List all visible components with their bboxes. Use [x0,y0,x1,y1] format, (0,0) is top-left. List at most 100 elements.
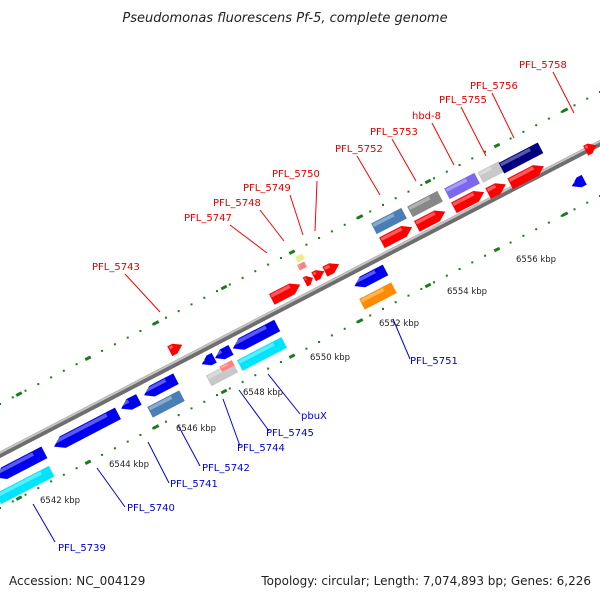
gene-pfl-5748[interactable] [302,273,316,287]
gene-pfl-5753[interactable] [414,206,448,232]
gene-shine[interactable] [52,413,108,445]
gene-body[interactable] [269,279,303,305]
gene-shine[interactable] [415,211,436,225]
gene-shine[interactable] [584,145,589,150]
gene-pfl-5755[interactable] [485,179,508,199]
gene-pfl-5747[interactable] [269,279,303,305]
gene-body[interactable] [583,140,599,156]
gene-body[interactable] [302,273,316,287]
gene-body[interactable] [569,174,587,191]
gene-label-pfl-5739[interactable]: PFL_5739 [58,543,106,554]
gene-cyan-lower-feature[interactable] [237,337,287,371]
gene-shine[interactable] [452,192,475,206]
gene-body[interactable] [359,282,397,310]
gene-pfl-5742[interactable] [141,373,179,400]
gene-shine[interactable] [207,367,226,379]
gene-pfl-5741[interactable] [118,394,142,414]
gene-label-pfl-5756[interactable]: PFL_5756 [470,81,518,92]
gene-body[interactable] [407,190,443,218]
gene-body[interactable] [0,446,48,484]
gene-shine[interactable] [0,452,35,476]
gene-shine[interactable] [200,358,206,363]
gene-pfl-5750-small[interactable] [297,261,307,271]
gene-pfl-5739[interactable] [0,446,48,484]
gene-pbux[interactable] [230,319,281,355]
gene-shine[interactable] [323,264,331,270]
gene-body[interactable] [141,373,179,400]
gene-shine[interactable] [570,180,576,185]
gene-orange-feature[interactable] [359,282,397,310]
gene-body[interactable] [477,161,505,183]
gene-body[interactable] [297,261,307,271]
gene-body[interactable] [311,267,326,282]
gene-pfl-5749[interactable] [311,267,326,282]
gene-body[interactable] [507,161,546,190]
gene-far-right-reverse[interactable] [569,174,587,191]
gene-shine[interactable] [296,256,299,260]
gene-shine[interactable] [168,345,174,350]
gene-gray-feature[interactable] [407,190,443,218]
gene-shine[interactable] [380,227,403,241]
gene-pfl-5744[interactable] [199,352,217,369]
gene-shine[interactable] [312,271,317,276]
gene-pfl-5745[interactable] [212,344,234,363]
gene-body[interactable] [51,407,121,453]
gene-pfl-5751[interactable] [352,264,389,292]
gene-shine[interactable] [360,287,385,303]
gene-steel-lower-feature[interactable] [147,390,185,418]
gene-label-pfl-5741[interactable]: PFL_5741 [170,479,218,490]
gene-pink-lower-feature[interactable] [219,360,235,372]
gene-pfl-5752[interactable] [379,222,415,249]
gene-shine[interactable] [220,363,229,369]
gene-shine[interactable] [148,395,173,411]
gene-label-pfl-5740[interactable]: PFL_5740 [127,503,175,514]
gene-shine[interactable] [372,213,395,227]
gene-light-gray-feature[interactable] [477,161,505,183]
gene-pfl-5750[interactable] [322,259,341,277]
gene-label-pfl-5750[interactable]: PFL_5750 [272,169,320,180]
gene-pfl-5743[interactable] [167,340,184,357]
gene-label-pfl-5747[interactable]: PFL_5747 [184,213,232,224]
gene-shine[interactable] [508,166,535,182]
gene-label-pfl-5744[interactable]: PFL_5744 [237,443,285,454]
gene-body[interactable] [118,394,142,414]
gene-label-pfl-5758[interactable]: PFL_5758 [519,60,567,71]
gene-shine[interactable] [304,277,307,281]
gene-shine[interactable] [0,471,42,497]
gene-pfl-5740[interactable] [51,407,121,453]
gene-lavender-feature[interactable] [444,172,480,200]
gene-label-pfl-5752[interactable]: PFL_5752 [335,144,383,155]
gene-body[interactable] [414,206,448,232]
gene-body[interactable] [0,465,55,505]
gene-shine[interactable] [298,264,301,268]
gene-body[interactable] [322,259,341,277]
gene-label-pfl-5745[interactable]: PFL_5745 [266,428,314,439]
gene-body[interactable] [219,360,235,372]
gene-label-pbux[interactable]: pbuX [301,411,327,422]
gene-steel-feature[interactable] [371,207,407,235]
gene-label-pfl-5755[interactable]: PFL_5755 [439,95,487,106]
gene-label-pfl-5749[interactable]: PFL_5749 [243,183,291,194]
gene-label-pfl-5742[interactable]: PFL_5742 [202,463,250,474]
gene-gray-lower-feature[interactable] [205,361,239,387]
gene-label-pfl-5751[interactable]: PFL_5751 [410,356,458,367]
gene-shine[interactable] [408,196,431,210]
gene-hbd-8[interactable] [451,187,487,214]
gene-body[interactable] [295,253,305,263]
gene-body[interactable] [230,319,281,355]
gene-body[interactable] [212,344,234,363]
gene-shine[interactable] [119,399,130,407]
gene-body[interactable] [444,172,480,200]
gene-pfl-5758[interactable] [583,140,599,156]
gene-shine[interactable] [231,325,267,347]
gene-shine[interactable] [238,342,275,364]
gene-shine[interactable] [270,284,291,298]
gene-shine[interactable] [353,270,376,285]
gene-shine[interactable] [500,148,531,167]
gene-label-pfl-5753[interactable]: PFL_5753 [370,127,418,138]
gene-body[interactable] [451,187,487,214]
gene-body[interactable] [167,340,184,357]
gene-body[interactable] [371,207,407,235]
gene-shine[interactable] [486,184,497,192]
gene-body[interactable] [199,352,217,369]
